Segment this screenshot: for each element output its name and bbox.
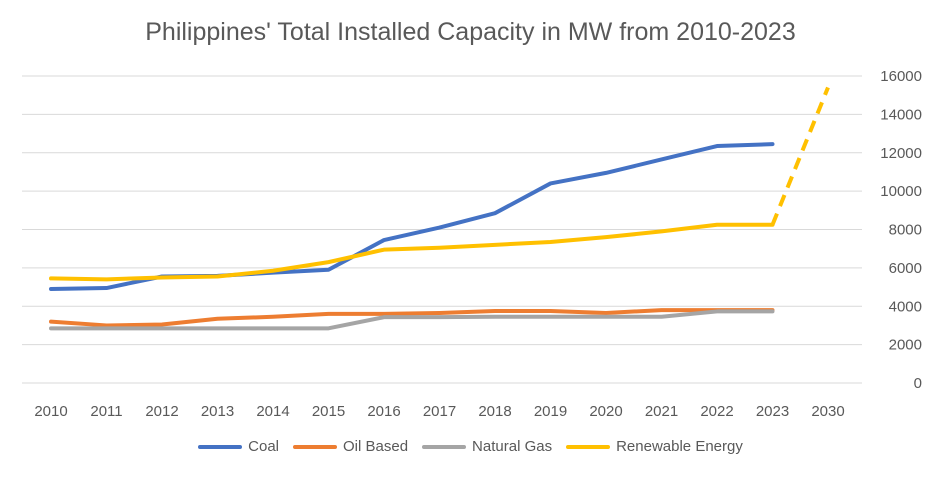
legend-swatch [566, 444, 611, 449]
y-tick-label: 10000 [880, 183, 922, 200]
legend-label: Natural Gas [472, 438, 553, 455]
legend-swatch [293, 444, 337, 449]
x-tick-label: 2014 [256, 403, 289, 420]
legend-swatch [198, 444, 243, 449]
x-tick-label: 2015 [312, 403, 345, 420]
legend-label: Oil Based [343, 438, 409, 455]
x-tick-label: 2023 [756, 403, 789, 420]
x-tick-label: 2012 [145, 403, 178, 420]
y-tick-label: 0 [914, 375, 922, 392]
legend-label: Coal [248, 438, 279, 455]
chart-legend: Coal Oil Based Natural Gas Renewable Energy [0, 438, 941, 455]
x-tick-label: 2018 [478, 403, 511, 420]
y-tick-label: 6000 [889, 260, 922, 277]
y-tick-label: 2000 [889, 337, 922, 354]
y-tick-label: 12000 [880, 145, 922, 162]
legend-swatch [422, 444, 467, 449]
x-tick-label: 2017 [423, 403, 456, 420]
legend-item-oil-based: Oil Based [293, 438, 408, 455]
legend-item-natural-gas: Natural Gas [422, 438, 552, 455]
y-tick-label: 16000 [880, 68, 922, 85]
x-tick-label: 2013 [201, 403, 234, 420]
y-tick-label: 14000 [880, 106, 922, 123]
y-tick-label: 8000 [889, 222, 922, 239]
x-tick-label: 2019 [534, 403, 567, 420]
legend-item-renewable-energy: Renewable Energy [566, 438, 743, 455]
series-line-coal [49, 142, 775, 291]
series-line-natural-gas [49, 309, 775, 331]
line-chart: 0 2000 4000 6000 8000 10000 12000 14000 16000 201… [22, 68, 922, 420]
chart-title: Philippines' Total Installed Capacity in… [145, 18, 796, 46]
x-tick-label: 2021 [645, 403, 678, 420]
series-projection-renewable-energy [770, 86, 830, 226]
y-tick-label: 4000 [889, 298, 922, 315]
x-tick-label: 2010 [34, 403, 67, 420]
legend-label: Renewable Energy [616, 438, 743, 455]
series-line-oil-based [49, 308, 775, 328]
x-tick-label: 2016 [367, 403, 400, 420]
legend-item-coal: Coal [198, 438, 279, 455]
x-tick-label: 2011 [90, 403, 122, 420]
series-line-renewable-energy [49, 222, 775, 282]
x-tick-label: 2022 [700, 403, 733, 420]
x-tick-label: 2020 [589, 403, 622, 420]
x-tick-label: 2030 [811, 403, 844, 420]
